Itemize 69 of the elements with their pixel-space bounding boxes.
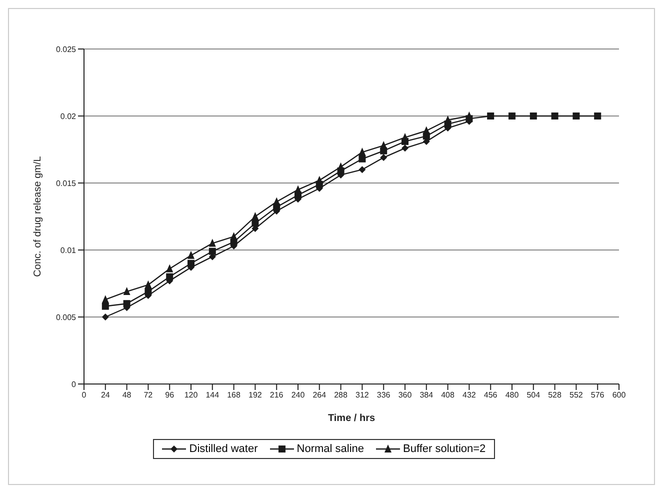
- x-tick-label: 528: [548, 390, 562, 400]
- point: [252, 220, 259, 227]
- point: [358, 166, 366, 174]
- x-tick-label: 144: [206, 390, 220, 400]
- x-tick-label: 72: [144, 390, 154, 400]
- x-tick-label: 192: [248, 390, 262, 400]
- x-tick-label: 408: [441, 390, 456, 400]
- x-tick-label: 0: [82, 390, 87, 400]
- point: [166, 264, 174, 272]
- x-tick-label: 168: [227, 390, 242, 400]
- point: [337, 162, 344, 170]
- point: [102, 314, 109, 320]
- point: [188, 250, 194, 259]
- point: [230, 232, 238, 240]
- x-tick-label: 24: [100, 390, 110, 400]
- point: [380, 140, 388, 149]
- x-tick-label: 264: [312, 390, 327, 400]
- point: [358, 155, 366, 162]
- x-tick-label: 576: [590, 390, 605, 400]
- point: [166, 273, 174, 280]
- point: [422, 126, 430, 134]
- y-tick-label: 0.025: [56, 44, 77, 54]
- x-tick-label: 480: [505, 390, 520, 400]
- point: [144, 288, 152, 296]
- legend-label: Normal saline: [296, 443, 364, 455]
- x-axis-title: Time / hrs: [328, 413, 376, 424]
- point: [102, 302, 109, 310]
- x-tick-label: 240: [291, 390, 306, 400]
- point: [188, 260, 194, 267]
- x-tick-label: 312: [356, 390, 370, 400]
- point: [508, 112, 516, 120]
- y-tick-label: 0.015: [56, 178, 77, 188]
- x-tick-label: 48: [122, 390, 132, 400]
- x-tick-label: 216: [270, 390, 284, 400]
- point: [252, 212, 259, 220]
- legend-label: Distilled water: [188, 443, 258, 455]
- x-tick-label: 432: [462, 390, 476, 400]
- point: [208, 248, 216, 255]
- point: [316, 176, 323, 184]
- point: [208, 238, 216, 247]
- x-tick-label: 504: [526, 390, 541, 400]
- point: [487, 112, 494, 120]
- point: [144, 280, 152, 288]
- x-tick-label: 96: [165, 390, 175, 400]
- y-axis-title: Conc. of drug release gm/L: [32, 156, 44, 277]
- point: [123, 287, 130, 296]
- y-tick-label: 0.005: [56, 312, 77, 322]
- point: [358, 148, 366, 156]
- x-tick-label: 456: [484, 390, 498, 400]
- x-tick-label: 288: [334, 390, 348, 400]
- point: [530, 112, 537, 120]
- x-tick-label: 336: [376, 390, 391, 400]
- x-tick-label: 600: [612, 390, 626, 400]
- x-tick-label: 384: [420, 390, 434, 400]
- point: [273, 197, 280, 206]
- point: [102, 295, 109, 304]
- y-tick-label: 0.01: [60, 246, 77, 255]
- point: [572, 112, 580, 120]
- y-tick-label: 0: [72, 380, 77, 389]
- point: [123, 300, 130, 308]
- x-tick-label: 552: [570, 390, 584, 400]
- legend-label: Buffer solution=2: [402, 443, 486, 455]
- point: [551, 112, 558, 120]
- y-tick-label: 0.02: [60, 112, 77, 121]
- point: [380, 154, 388, 162]
- x-tick-label: 120: [184, 390, 198, 400]
- point: [594, 112, 602, 120]
- x-tick-label: 360: [398, 390, 412, 400]
- point: [402, 144, 408, 152]
